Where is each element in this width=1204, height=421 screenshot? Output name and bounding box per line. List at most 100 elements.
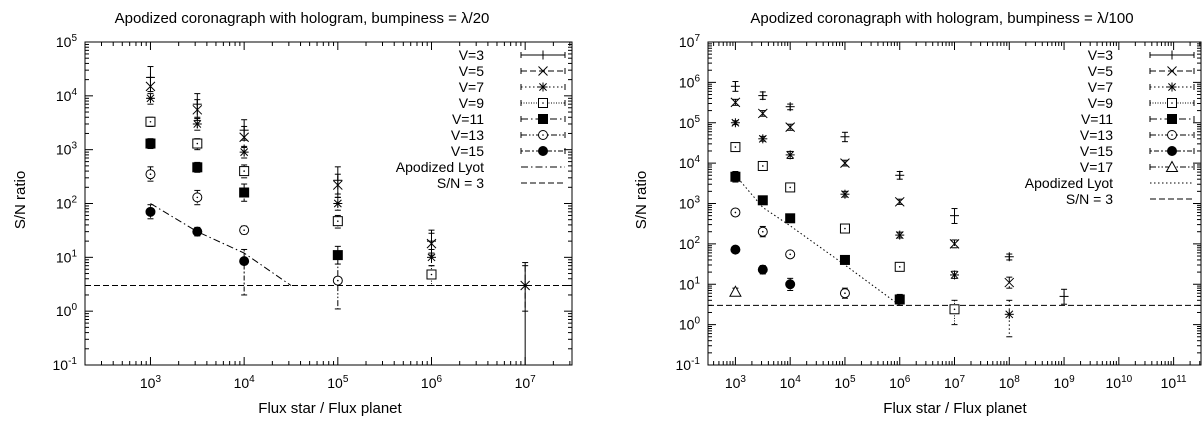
tick-label: 105: [56, 33, 78, 50]
data-point-filled-square: [145, 138, 156, 149]
series: [730, 97, 1015, 289]
data-point-x: [894, 196, 905, 207]
y-axis-label: S/N ratio: [12, 171, 29, 229]
legend-item: V=9: [459, 95, 566, 111]
data-point-open-circle: [1167, 130, 1177, 140]
legend-label: V=13: [1080, 127, 1113, 143]
data-point-open-square: [785, 182, 796, 193]
legend-item: V=9: [1088, 95, 1195, 111]
data-point-x: [145, 81, 156, 92]
series: [145, 166, 343, 310]
data-point-plus: [1167, 50, 1177, 60]
data-point-x: [520, 280, 531, 291]
data-point-open-circle: [757, 226, 768, 237]
tick-label: 104: [234, 374, 256, 391]
data-point-filled-circle: [538, 146, 548, 156]
chart-title: Apodized coronagraph with hologram, bump…: [750, 10, 1133, 27]
tick-label: 103: [140, 374, 162, 391]
reference-line: [735, 174, 901, 306]
data-point-x: [757, 108, 768, 119]
legend-item: Apodized Lyot: [396, 159, 565, 175]
legend-item: V=15: [1080, 143, 1195, 159]
data-point-x: [1004, 277, 1015, 288]
tick-label: 103: [725, 374, 747, 391]
data-point-star: [950, 270, 960, 280]
legend-item: V=5: [459, 63, 566, 79]
data-point-filled-square: [538, 114, 548, 124]
legend-label: V=5: [1088, 63, 1114, 79]
data-point-plus: [1004, 252, 1014, 262]
series: [145, 204, 250, 296]
tick-label: 105: [834, 374, 856, 391]
legend-item: V=3: [459, 47, 566, 63]
data-point-filled-square: [839, 254, 850, 265]
data-point-x: [426, 238, 437, 249]
data-point-filled-square: [894, 294, 905, 305]
data-point-open-square: [1167, 98, 1177, 108]
data-point-star: [895, 230, 905, 240]
data-point-open-circle: [538, 130, 548, 140]
data-point-x: [840, 158, 850, 168]
legend-label: V=11: [452, 111, 484, 127]
data-point-open-square: [730, 142, 741, 153]
legend-label: Apodized Lyot: [1025, 175, 1113, 191]
legend-item: V=13: [451, 127, 566, 143]
series: [729, 285, 742, 297]
legend-label: V=9: [459, 95, 485, 111]
tick-label: 106: [889, 374, 911, 391]
data-point-plus: [1059, 291, 1069, 301]
data-point-x: [785, 122, 796, 132]
data-point-star: [192, 119, 202, 129]
data-point-star: [730, 118, 740, 128]
tick-label: 104: [780, 374, 802, 391]
series: [730, 81, 1069, 305]
data-point-filled-circle: [145, 206, 156, 217]
plot-frame: [84, 41, 573, 366]
data-point-x: [1167, 66, 1177, 76]
data-point-open-square: [192, 138, 203, 149]
chart-panel-right: Apodized coronagraph with hologram, bump…: [633, 10, 1202, 417]
legend-label: V=3: [1088, 47, 1114, 63]
legend-label: S/N = 3: [1066, 191, 1113, 207]
data-point-star: [239, 147, 249, 157]
legend-item: S/N = 3: [1066, 191, 1194, 207]
legend-item: V=15: [451, 143, 566, 159]
legend-label: V=15: [451, 143, 484, 159]
data-point-filled-circle: [785, 279, 796, 290]
reference-line-layer: [85, 203, 572, 286]
data-point-open-square: [538, 98, 548, 108]
tick-layer: 103 104 105 106 107 10-1 100 101 102 103 104 105: [53, 33, 572, 391]
data-point-filled-circle: [730, 244, 741, 255]
data-point-filled-circle: [239, 256, 250, 267]
legend-label: V=11: [1081, 111, 1113, 127]
data-point-star: [1004, 309, 1014, 319]
legend-item: V=7: [459, 79, 566, 95]
tick-label: 102: [679, 235, 701, 252]
data-point-filled-circle: [1167, 146, 1177, 156]
legend-item: V=11: [452, 111, 566, 127]
x-axis-label: Flux star / Flux planet: [258, 400, 402, 417]
data-point-plus: [785, 102, 795, 112]
data-point-star: [1167, 82, 1177, 92]
data-point-open-square: [757, 160, 768, 171]
chart-panel-left: Apodized coronagraph with hologram, bump…: [12, 10, 573, 417]
data-point-x: [730, 97, 741, 108]
data-point-star: [333, 199, 343, 208]
tick-label: 106: [421, 374, 443, 391]
data-point-filled-square: [757, 195, 768, 206]
data-point-filled-square: [730, 171, 741, 182]
legend-item: V=11: [1081, 111, 1195, 127]
data-point-filled-square: [239, 187, 250, 198]
data-point-open-circle: [239, 225, 250, 236]
tick-label: 10-1: [53, 356, 78, 373]
tick-layer: 103 104 105 106 107 108 109 1010 1011 10-1 100 101 1…: [676, 33, 1201, 391]
data-point-filled-circle: [192, 226, 203, 237]
tick-label: 10-1: [676, 356, 701, 373]
tick-label: 104: [679, 154, 701, 171]
tick-label: 103: [679, 195, 701, 212]
data-point-star: [426, 252, 436, 262]
tick-label: 1011: [1161, 374, 1187, 391]
data-point-filled-circle: [757, 264, 768, 275]
series: [730, 171, 905, 306]
data-point-open-square: [332, 216, 343, 227]
